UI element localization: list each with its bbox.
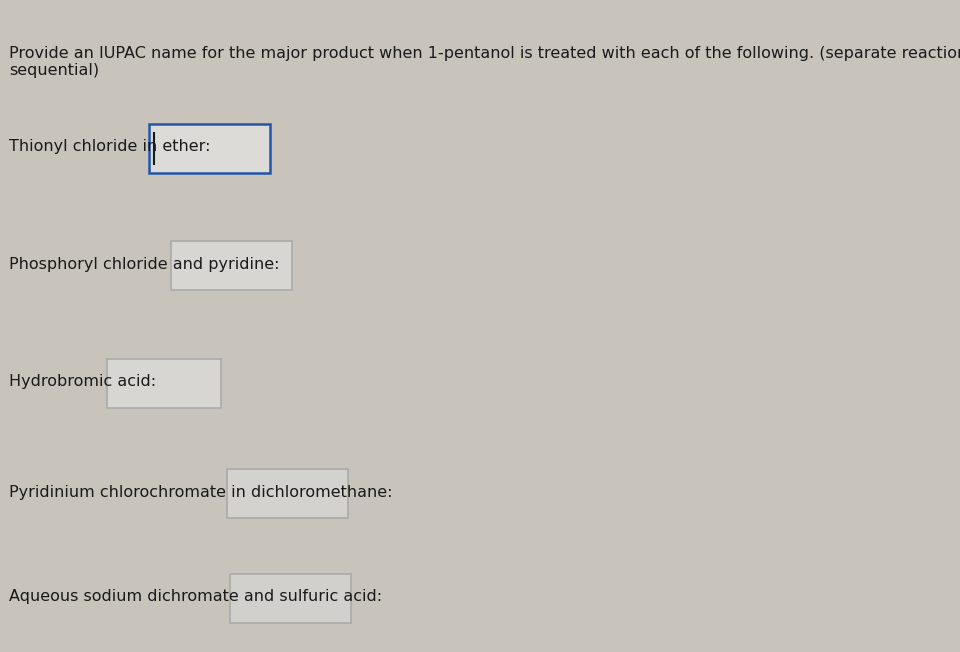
FancyBboxPatch shape [229,574,350,623]
Text: Provide an IUPAC name for the major product when 1-pentanol is treated with each: Provide an IUPAC name for the major prod… [9,46,960,78]
FancyBboxPatch shape [172,241,293,290]
Text: Thionyl chloride in ether:: Thionyl chloride in ether: [9,139,210,155]
Text: Phosphoryl chloride and pyridine:: Phosphoryl chloride and pyridine: [9,256,279,272]
Text: Hydrobromic acid:: Hydrobromic acid: [9,374,156,389]
FancyBboxPatch shape [227,469,348,518]
FancyBboxPatch shape [108,359,221,408]
FancyBboxPatch shape [149,124,270,173]
Text: Aqueous sodium dichromate and sulfuric acid:: Aqueous sodium dichromate and sulfuric a… [9,589,382,604]
Text: Pyridinium chlorochromate in dichloromethane:: Pyridinium chlorochromate in dichloromet… [9,484,393,500]
